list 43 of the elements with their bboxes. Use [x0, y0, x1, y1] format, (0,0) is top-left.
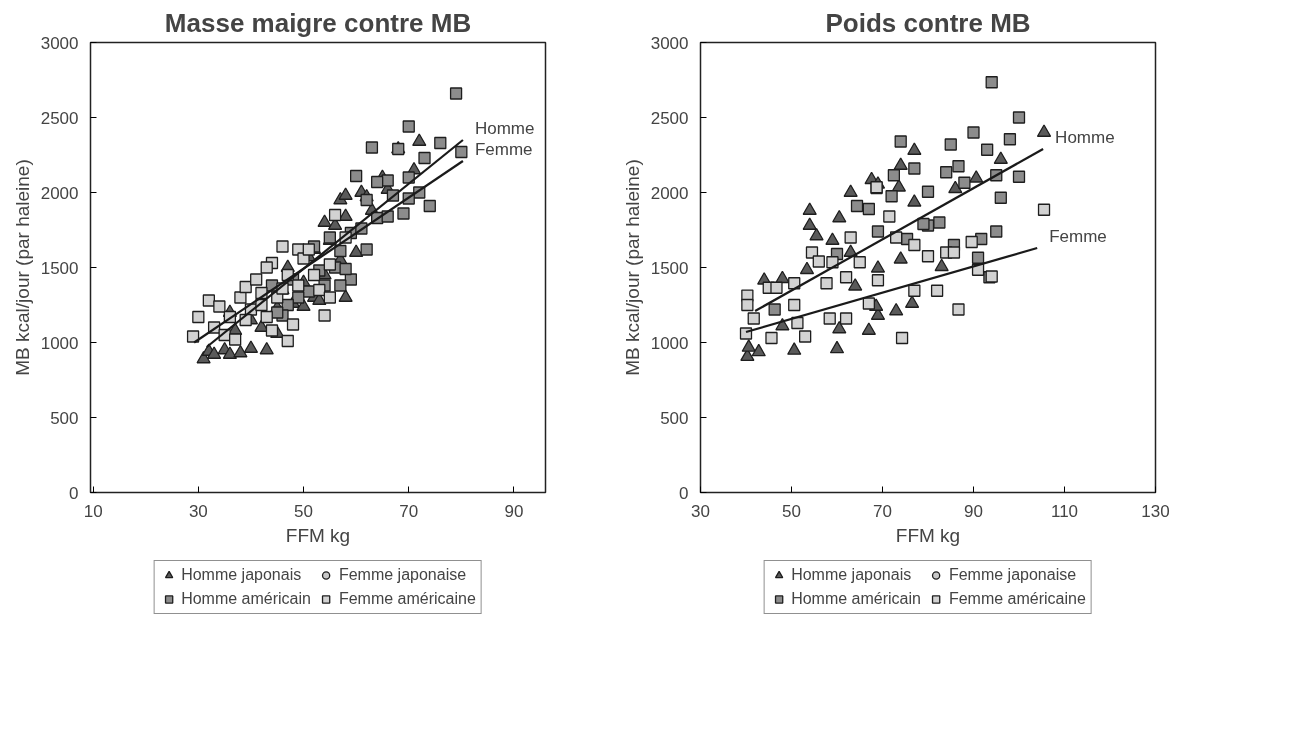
series-label: Femme [474, 139, 533, 159]
legend-label: Femme américaine [948, 590, 1086, 608]
y-tick-label: 3000 [650, 33, 689, 53]
x-tick-label: 130 [1141, 501, 1170, 521]
x-tick-label: 50 [294, 501, 313, 521]
y-axis-title: MB kcal/jour (par haleine) [11, 159, 33, 376]
y-tick-label: 0 [69, 483, 79, 503]
x-axis-title: FFM kg [895, 524, 961, 546]
series-label: Homme [1055, 127, 1115, 147]
x-tick-label: 90 [964, 501, 983, 521]
x-tick-label: 30 [691, 501, 710, 521]
legend-label: Femme japonaise [338, 566, 467, 584]
legend-label: Homme américain [181, 590, 311, 608]
x-tick-label: 110 [1050, 501, 1079, 521]
y-tick-label: 2000 [650, 183, 689, 203]
x-tick-label: 70 [873, 501, 892, 521]
y-tick-label: 500 [660, 408, 689, 428]
series-label: Femme [1049, 226, 1107, 246]
y-tick-label: 1000 [40, 333, 79, 353]
legend-label: Homme japonais [181, 566, 302, 584]
x-axis-title: FFM kg [285, 524, 351, 546]
y-tick-label: 1000 [650, 333, 689, 353]
x-tick-label: 10 [83, 501, 103, 521]
y-tick-label: 1500 [650, 258, 689, 278]
legend-label: Homme japonais [791, 566, 912, 584]
y-tick-label: 2000 [40, 183, 79, 203]
y-tick-label: 2500 [40, 108, 79, 128]
chart-title: Masse maigre contre MB [164, 7, 472, 38]
legend-label: Femme japonaise [948, 566, 1077, 584]
x-tick-label: 50 [782, 501, 801, 521]
y-tick-label: 0 [679, 483, 689, 503]
y-axis-title: MB kcal/jour (par haleine) [621, 159, 643, 376]
chart-title: Poids contre MB [825, 7, 1031, 38]
x-tick-label: 70 [399, 501, 419, 521]
y-tick-label: 1500 [40, 258, 79, 278]
legend-label: Femme américaine [338, 590, 476, 608]
series-label: Homme [474, 118, 535, 138]
legend-label: Homme américain [791, 590, 921, 608]
x-tick-label: 30 [188, 501, 208, 521]
x-tick-label: 90 [504, 501, 524, 521]
y-tick-label: 500 [50, 408, 79, 428]
y-tick-label: 3000 [40, 33, 79, 53]
y-tick-label: 2500 [650, 108, 689, 128]
